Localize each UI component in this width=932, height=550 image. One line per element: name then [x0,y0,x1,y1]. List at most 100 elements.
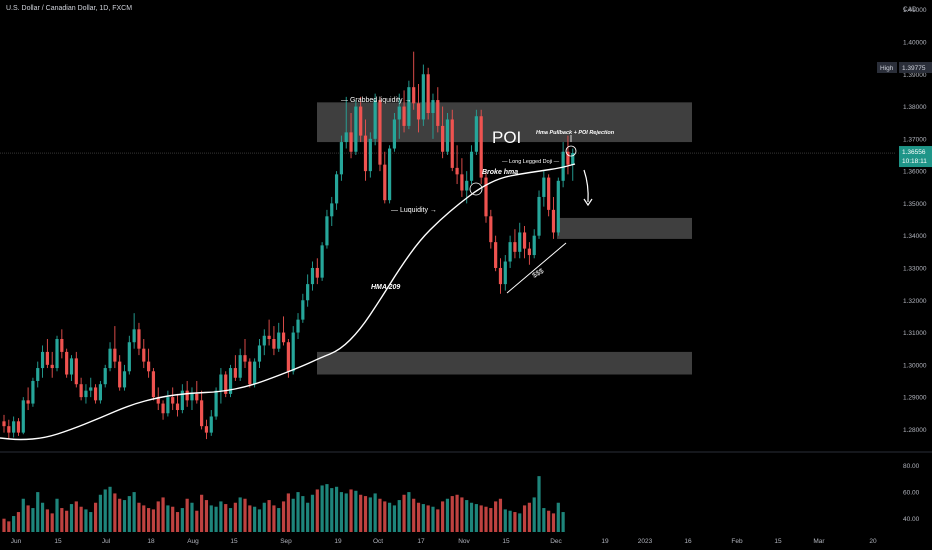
volume-bar [460,497,464,532]
volume-tick-label: 80.00 [903,463,920,470]
candle-body [286,342,290,372]
candle-body [262,335,266,346]
countdown-value: 10:18:11 [902,158,927,165]
price-tick-label: 1.39000 [903,72,927,79]
time-tick-label: 15 [54,538,62,545]
candle-body [518,232,522,252]
candle-body [310,267,315,285]
candle-body [291,332,295,372]
candle-body [441,125,445,152]
volume-bar [7,521,11,532]
candle-body [272,339,276,349]
volume-bar [518,513,522,532]
candle-body [277,332,281,349]
candle-body [498,267,503,285]
volume-bar [542,508,546,532]
time-tick-label: Jun [11,538,22,545]
volume-bar [349,489,353,532]
volume-bar [209,505,213,532]
candle-body [388,148,392,201]
broke-hma-label: Broke hma [482,169,518,176]
volume-bar [84,509,88,532]
price-tick-label: 1.28000 [903,427,927,434]
candle-body [431,100,435,113]
time-tick-label: Mar [813,538,825,545]
candle-body [195,393,199,401]
candle-body [474,116,478,152]
volume-bar [98,494,102,532]
volume-bar [306,502,310,532]
volume-bar [551,513,556,532]
candle-body [16,421,21,433]
candle-body [392,119,397,149]
volume-bar [132,492,136,532]
time-tick-label: 15 [230,538,238,545]
volume-bar [489,508,493,532]
volume-bar [156,501,160,532]
volume-bar [363,496,368,532]
candle-body [561,151,565,181]
candle-body [339,142,343,175]
time-axis[interactable]: Jun 15 Jul 18 Aug 15 Sep 19 Oct 17 Nov 15 Dec 19 2023 1… [11,538,877,545]
volume-bar [60,508,64,532]
poi-label: POI [492,128,521,147]
candle-body [12,421,16,433]
candle-body [113,348,117,362]
candle-body [79,384,83,398]
volume-bar [445,498,450,532]
time-tick-label: 2023 [638,538,653,545]
candle-body [233,368,237,378]
volume-bar [89,512,93,532]
dollars-label: $$$ [532,268,546,280]
volume-bar [412,498,416,532]
doji-circle [565,145,577,157]
volume-bar [392,505,397,532]
time-tick-label: 20 [869,538,877,545]
volume-bar [359,494,363,532]
candle-body [416,103,421,120]
volume-bar [267,500,271,532]
volume-bar [50,513,54,532]
price-tick-label: 1.32000 [903,298,927,305]
volume-bar [556,502,560,532]
volume-bar [339,492,343,532]
volume-bar [93,502,98,532]
candle-body [503,261,507,285]
candle-body [527,248,531,256]
volume-bar [45,509,49,532]
volume-bar [522,505,527,532]
hma-label: HMA 209 [371,284,400,291]
volume-bar [204,500,209,532]
candle-body [50,364,54,369]
volume-bar [55,498,59,532]
candle-body [542,177,546,197]
volume-bar [161,497,165,532]
time-tick-label: 19 [334,538,342,545]
price-tick-label: 1.40000 [903,39,927,46]
volume-bar [272,505,276,532]
candle-body [426,74,430,113]
price-tick-label: 1.36000 [903,169,927,176]
candle-body [397,106,401,120]
time-tick-label: Nov [458,538,470,545]
candle-body [354,106,358,152]
volume-bar [12,516,16,532]
candle-body [84,390,88,398]
candle-body [465,180,469,191]
candle-body [532,235,536,256]
candle-body [108,348,112,369]
candle-body [69,358,74,375]
candle-body [296,319,300,333]
candle-body [60,339,64,352]
candle-body [556,180,560,233]
volume-bar [281,501,286,532]
candle-body [214,390,218,417]
volume-bar [257,509,262,532]
candle-body [267,335,271,339]
candle-body [320,245,324,278]
candle-body [479,116,483,178]
volume-bar [137,502,141,532]
volume-bar [330,488,334,532]
